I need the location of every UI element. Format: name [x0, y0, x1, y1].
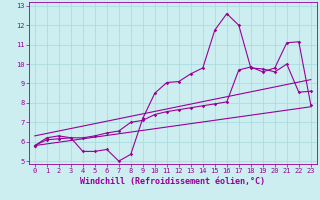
X-axis label: Windchill (Refroidissement éolien,°C): Windchill (Refroidissement éolien,°C) [80, 177, 265, 186]
